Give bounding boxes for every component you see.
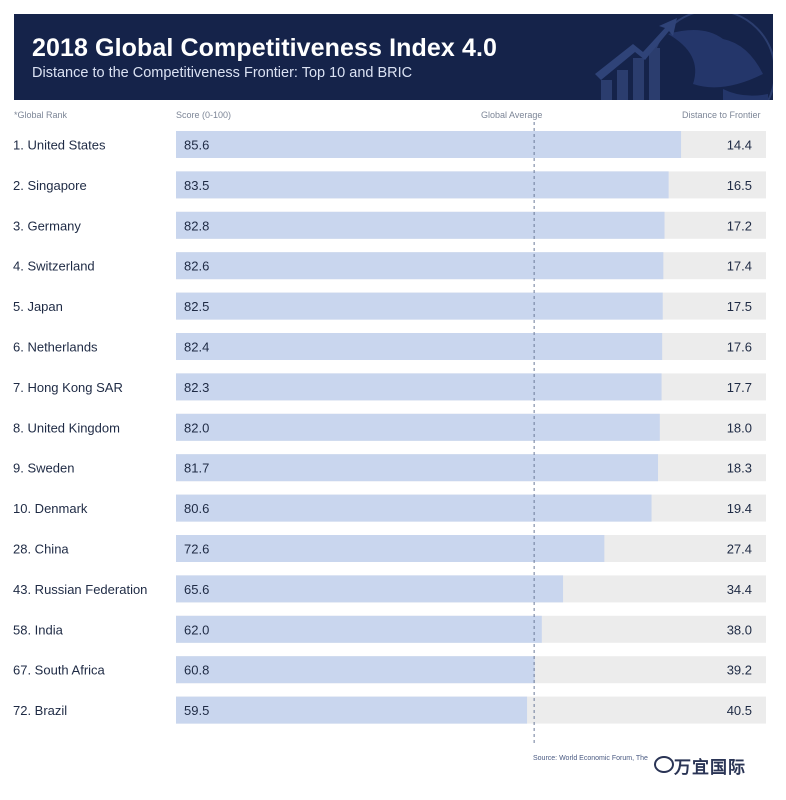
score-bar xyxy=(176,413,660,441)
distance-column-header: Distance to Frontier xyxy=(682,110,761,120)
score-bar xyxy=(176,615,542,643)
score-value-label: 82.6 xyxy=(184,259,209,274)
score-bar xyxy=(176,292,663,320)
country-label: 10. Denmark xyxy=(13,501,88,516)
score-bar xyxy=(176,373,662,401)
score-bar xyxy=(176,575,564,603)
country-label: 5. Japan xyxy=(13,299,63,314)
score-column-header: Score (0-100) xyxy=(176,110,232,120)
score-bar xyxy=(176,535,605,562)
score-value-label: 82.0 xyxy=(184,420,209,435)
score-value-label: 85.6 xyxy=(184,138,209,153)
distance-value-label: 17.6 xyxy=(727,340,752,355)
distance-value-label: 40.5 xyxy=(727,703,752,718)
score-bar xyxy=(176,696,528,724)
country-label: 28. China xyxy=(13,542,69,557)
watermark: 万宜国际 xyxy=(652,753,749,778)
country-label: 3. Germany xyxy=(13,218,81,233)
distance-value-label: 17.5 xyxy=(727,299,752,314)
chart-header: 2018 Global Competitiveness Index 4.0 Di… xyxy=(14,14,773,100)
country-label: 4. Switzerland xyxy=(13,259,95,274)
distance-value-label: 14.4 xyxy=(727,138,752,153)
score-bar xyxy=(176,494,652,522)
country-label: 58. India xyxy=(13,622,64,637)
score-bar xyxy=(176,252,664,280)
watermark-text: 万宜国际 xyxy=(674,758,746,777)
score-value-label: 80.6 xyxy=(184,501,209,516)
distance-value-label: 38.0 xyxy=(727,622,752,637)
distance-value-label: 18.3 xyxy=(727,461,752,476)
distance-value-label: 39.2 xyxy=(727,663,752,678)
country-label: 72. Brazil xyxy=(13,703,67,718)
global-average-header: Global Average xyxy=(481,110,543,120)
country-label: 9. Sweden xyxy=(13,461,74,476)
score-value-label: 59.5 xyxy=(184,703,209,718)
distance-value-label: 17.7 xyxy=(727,380,752,395)
distance-value-label: 34.4 xyxy=(727,582,752,597)
distance-value-label: 19.4 xyxy=(727,501,752,516)
chart-title: 2018 Global Competitiveness Index 4.0 xyxy=(32,34,497,62)
score-bar xyxy=(176,131,682,158)
score-value-label: 82.5 xyxy=(184,299,209,314)
country-label: 8. United Kingdom xyxy=(13,420,120,435)
score-value-label: 82.4 xyxy=(184,340,209,355)
distance-value-label: 17.4 xyxy=(727,259,752,274)
source-note: Source: World Economic Forum, The xyxy=(533,755,648,762)
score-value-label: 60.8 xyxy=(184,663,209,678)
distance-value-label: 27.4 xyxy=(727,542,752,557)
score-value-label: 83.5 xyxy=(184,178,209,193)
country-label: 6. Netherlands xyxy=(13,340,98,355)
score-bar xyxy=(176,171,669,199)
score-value-label: 82.3 xyxy=(184,380,209,395)
distance-value-label: 16.5 xyxy=(727,178,752,193)
distance-value-label: 18.0 xyxy=(727,420,752,435)
country-label: 1. United States xyxy=(13,138,106,153)
globe-growth-icon xyxy=(595,14,773,100)
wechat-icon xyxy=(654,756,674,773)
score-value-label: 65.6 xyxy=(184,582,209,597)
country-label: 67. South Africa xyxy=(13,663,106,678)
score-value-label: 81.7 xyxy=(184,461,209,476)
score-bar xyxy=(176,454,659,482)
rank-column-header: *Global Rank xyxy=(14,110,68,120)
score-value-label: 72.6 xyxy=(184,542,209,557)
country-label: 43. Russian Federation xyxy=(13,582,147,597)
chart-subtitle: Distance to the Competitiveness Frontier… xyxy=(32,65,413,81)
score-bar xyxy=(176,656,535,684)
score-value-label: 62.0 xyxy=(184,622,209,637)
country-label: 7. Hong Kong SAR xyxy=(13,380,123,395)
score-value-label: 82.8 xyxy=(184,218,209,233)
country-label: 2. Singapore xyxy=(13,178,87,193)
score-bar xyxy=(176,333,663,360)
distance-value-label: 17.2 xyxy=(727,218,752,233)
score-bar xyxy=(176,211,665,239)
